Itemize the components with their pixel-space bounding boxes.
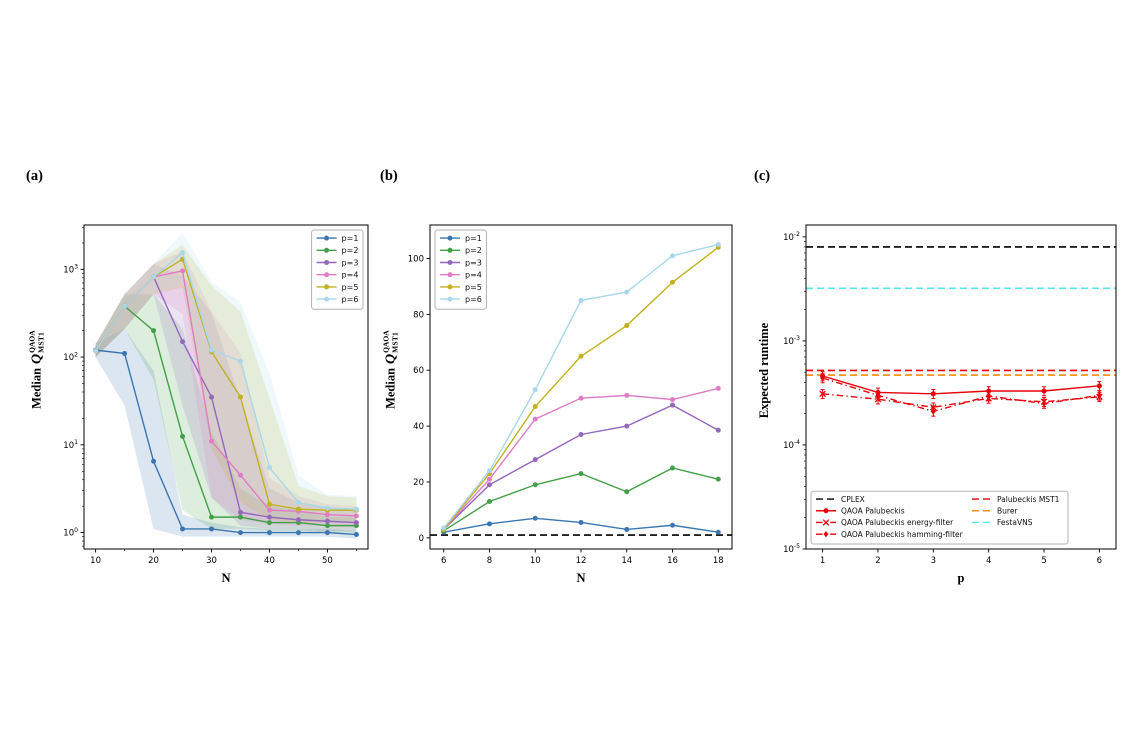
svg-text:0: 0: [419, 534, 424, 544]
svg-text:50: 50: [322, 556, 333, 566]
legend: p=1 p=2 p=3 p=4 p=5 p=6: [311, 229, 364, 310]
svg-text:40: 40: [264, 556, 275, 566]
panel-c: (c) 1 2 3 4 5 6 10-2 10-3 10-4 10-5 p CPLEX QAOA Pal…: [754, 168, 1126, 595]
band-p=6: [95, 232, 357, 523]
svg-text:10-4: 10-4: [783, 439, 800, 451]
svg-text:100: 100: [63, 527, 78, 539]
svg-text:QAOA Palubeckis energy-filter: QAOA Palubeckis energy-filter: [841, 518, 954, 527]
chart-a: 10 20 30 40 50100101102103Np=1p=2p=3p=4p=5p=…: [63, 224, 369, 585]
series-p=1: [441, 515, 721, 535]
svg-text:6: 6: [441, 556, 446, 566]
svg-text:Palubeckis MST1: Palubeckis MST1: [997, 495, 1060, 504]
svg-text:16: 16: [667, 556, 678, 566]
series-QAOA Palubeckis hamming-filter: [820, 373, 1102, 417]
svg-text:103: 103: [63, 264, 78, 276]
svg-text:80: 80: [413, 310, 424, 320]
svg-text:p=4: p=4: [342, 271, 359, 280]
svg-text:6: 6: [1097, 556, 1102, 566]
panel-label-c: (c): [754, 168, 771, 184]
svg-text:p=5: p=5: [465, 283, 482, 292]
svg-text:40: 40: [413, 422, 424, 432]
band-p=4: [95, 251, 357, 528]
svg-text:20: 20: [148, 556, 159, 566]
plot-area: [93, 232, 359, 539]
svg-text:QAOA Palubeckis: QAOA Palubeckis: [841, 506, 905, 515]
plot-area: [430, 242, 732, 536]
svg-text:p=2: p=2: [465, 246, 482, 255]
svg-text:p=6: p=6: [342, 295, 359, 304]
svg-text:1: 1: [820, 556, 825, 566]
svg-text:12: 12: [576, 556, 587, 566]
svg-text:60: 60: [413, 366, 424, 376]
svg-text:QAOA Palubeckis hamming-filter: QAOA Palubeckis hamming-filter: [841, 530, 964, 539]
svg-text:4: 4: [986, 556, 991, 566]
svg-text:p: p: [958, 571, 965, 585]
svg-text:N: N: [576, 571, 585, 585]
panel-label-a: (a): [26, 168, 43, 184]
svg-text:10-5: 10-5: [783, 543, 800, 555]
series-p=6: [93, 250, 359, 512]
band-p=5: [95, 244, 357, 523]
svg-text:p=1: p=1: [342, 234, 359, 243]
axes: 10 20 30 40 50 100 101 102 103 N: [63, 224, 369, 585]
svg-text:10-2: 10-2: [783, 231, 800, 243]
series-p=1: [93, 347, 359, 538]
svg-text:30: 30: [206, 556, 217, 566]
svg-text:10-3: 10-3: [783, 335, 800, 347]
svg-text:100: 100: [408, 255, 424, 265]
svg-text:p=6: p=6: [465, 295, 482, 304]
chart-c: 1 2 3 4 5 6 10-2 10-3 10-4 10-5 p CPLEX QAOA Palubec…: [783, 224, 1117, 585]
svg-text:101: 101: [63, 439, 78, 451]
svg-text:14: 14: [621, 556, 632, 566]
series-p=3: [441, 402, 721, 532]
svg-text:3: 3: [931, 556, 936, 566]
svg-text:5: 5: [1041, 556, 1046, 566]
svg-text:p=5: p=5: [342, 283, 359, 292]
svg-text:18: 18: [713, 556, 724, 566]
axes: 1 2 3 4 5 6 10-2 10-3 10-4 10-5 p: [783, 224, 1117, 585]
svg-text:N: N: [221, 571, 230, 585]
plot-area: [806, 246, 1116, 417]
panel-label-b: (b): [380, 168, 398, 184]
svg-text:p=3: p=3: [342, 258, 359, 267]
svg-text:p=2: p=2: [342, 246, 359, 255]
svg-text:p=1: p=1: [465, 234, 482, 243]
svg-text:FestaVNS: FestaVNS: [997, 518, 1033, 527]
svg-text:20: 20: [413, 478, 424, 488]
svg-text:p=4: p=4: [465, 271, 482, 280]
svg-text:10: 10: [530, 556, 541, 566]
chart-b: 6 8 10 12 14 16 18 0 20 40 60 80 100 Np=1 p=2 p=3 p=4 p=5…: [408, 224, 733, 585]
svg-text:Burer: Burer: [997, 506, 1018, 515]
svg-text:8: 8: [487, 556, 492, 566]
svg-text:2: 2: [875, 556, 880, 566]
svg-text:CPLEX: CPLEX: [841, 495, 865, 504]
svg-text:p=3: p=3: [465, 258, 482, 267]
series-p=4: [441, 385, 721, 532]
legend: p=1 p=2 p=3 p=4 p=5 p=6: [434, 229, 487, 310]
legend: CPLEX QAOA Palubeckis QAOA Palubeckis ener…: [810, 490, 1069, 545]
band-p=2: [95, 294, 357, 533]
band-p=3: [95, 264, 357, 531]
band-p=1: [95, 328, 357, 539]
axes: 6 8 10 12 14 16 18 0 20 40 60 80 100 N: [408, 224, 733, 585]
series-p=6: [441, 242, 721, 531]
svg-text:10: 10: [90, 556, 101, 566]
series-p=2: [441, 465, 721, 534]
svg-text:102: 102: [63, 351, 78, 363]
